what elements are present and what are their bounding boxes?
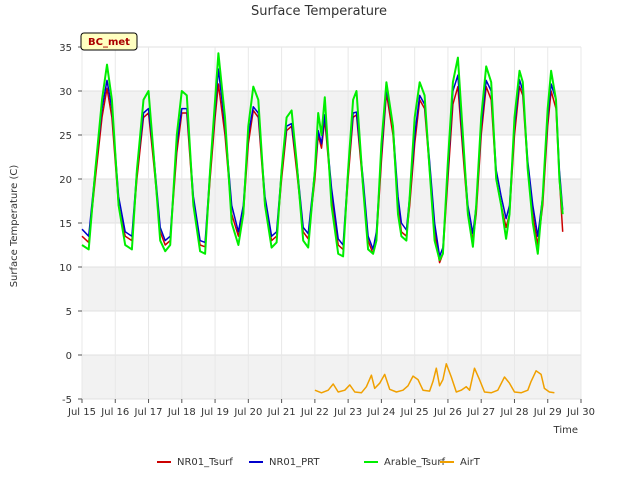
station-badge-label: BC_met	[88, 37, 130, 48]
series-line-airt	[314, 363, 555, 394]
legend-arable-tsurf-label: Arable_Tsurf	[384, 457, 445, 468]
legend-nr01-prt-label: NR01_PRT	[269, 457, 320, 468]
x-tick-label: Jul 23	[333, 407, 362, 418]
legend-airt-label: AirT	[460, 457, 481, 468]
legend: NR01_Tsurf NR01_PRT Arable_Tsurf AirT	[157, 457, 481, 468]
x-tick-label: Jul 20	[233, 407, 262, 418]
y-axis-label: Surface Temperature (C)	[9, 165, 20, 288]
legend-nr01-tsurf-label: NR01_Tsurf	[177, 457, 233, 468]
x-axis-ticks: Jul 15 Jul 16 Jul 17 Jul 18 Jul 19 Jul 20 Jul …	[67, 399, 595, 418]
chart-title: Surface Temperature	[251, 4, 387, 19]
plot-band	[82, 355, 581, 399]
x-tick-label: Jul 18	[167, 407, 196, 418]
x-axis-label: Time	[553, 425, 578, 436]
y-axis-ticks: -5 0 5 10 15 20 25 30 35	[59, 43, 82, 406]
y-tick-label: 20	[59, 175, 72, 186]
station-badge: BC_met	[80, 32, 138, 51]
x-tick-label: Jul 26	[433, 407, 462, 418]
x-tick-label: Jul 15	[67, 407, 96, 418]
x-tick-label: Jul 25	[400, 407, 429, 418]
plot-band	[82, 267, 581, 311]
x-tick-label: Jul 22	[300, 407, 329, 418]
x-tick-label: Jul 29	[533, 407, 562, 418]
y-tick-label: 15	[59, 219, 72, 230]
x-tick-label: Jul 19	[200, 407, 229, 418]
plot-band	[82, 91, 581, 135]
x-tick-label: Jul 27	[466, 407, 495, 418]
x-tick-label: Jul 30	[566, 407, 595, 418]
x-tick-label: Jul 21	[267, 407, 296, 418]
y-tick-label: 35	[59, 43, 72, 54]
station-badge-box	[80, 32, 138, 51]
x-tick-label: Jul 28	[499, 407, 528, 418]
y-tick-label: 10	[59, 263, 72, 274]
y-tick-label: 25	[59, 131, 72, 142]
y-tick-label: 0	[66, 351, 72, 362]
x-tick-label: Jul 24	[366, 407, 395, 418]
series-lines	[81, 52, 564, 394]
y-tick-label: -5	[62, 395, 72, 406]
y-tick-label: 5	[66, 307, 72, 318]
x-tick-label: Jul 16	[100, 407, 129, 418]
x-tick-label: Jul 17	[134, 407, 163, 418]
series-line-arable-tsurf	[81, 52, 564, 261]
y-tick-label: 30	[59, 87, 72, 98]
